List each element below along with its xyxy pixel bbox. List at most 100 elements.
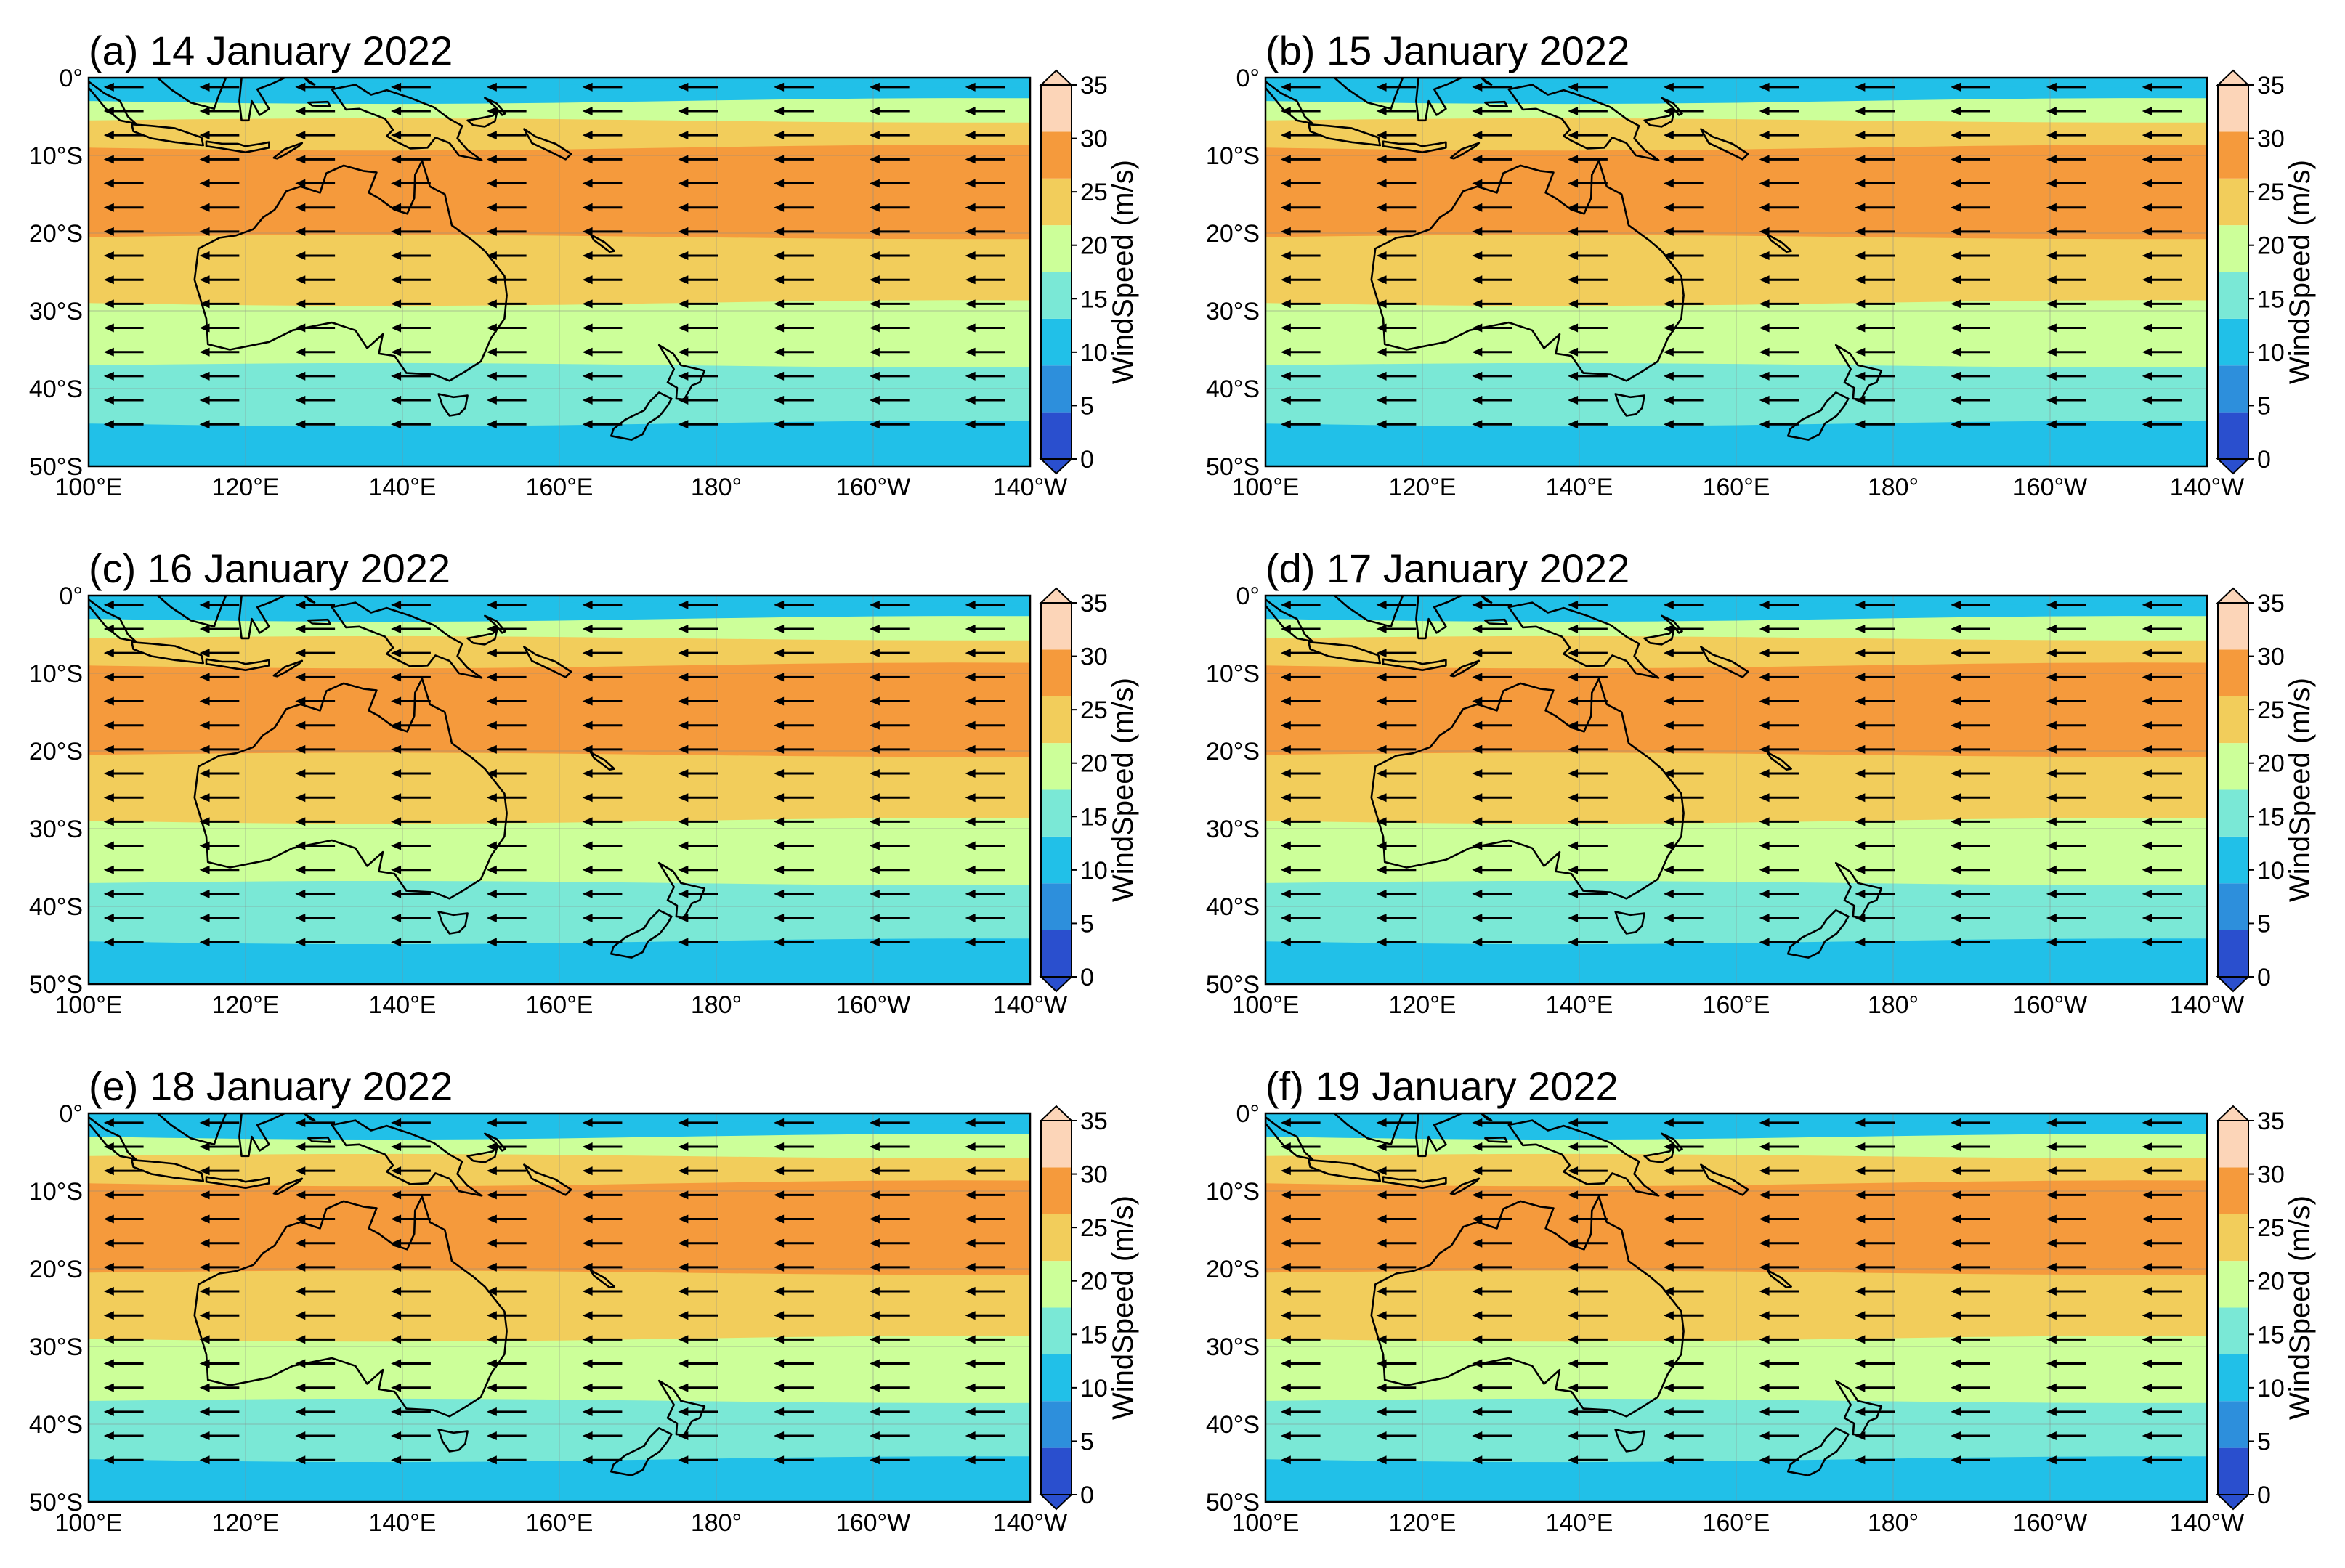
wind-arrow xyxy=(2142,275,2182,285)
arrow-head xyxy=(869,1455,880,1465)
arrow-head xyxy=(869,420,880,429)
arrow-head xyxy=(2046,889,2057,898)
arrow-head xyxy=(1951,744,1961,754)
timor-coastline xyxy=(272,142,304,160)
wind-arrow xyxy=(103,203,144,212)
wind-arrow xyxy=(199,600,240,609)
arrow-head xyxy=(1472,1359,1483,1368)
colorbar-tick-label: 0 xyxy=(2257,446,2271,474)
java-coastline xyxy=(131,123,205,147)
wind-arrow xyxy=(391,82,431,92)
wind-arrow xyxy=(1759,1455,1799,1465)
wind-arrow xyxy=(1951,227,1990,236)
wind-arrow xyxy=(1472,299,1512,309)
arrow-head xyxy=(1568,251,1579,261)
wind-arrow xyxy=(774,251,814,261)
wind-arrow xyxy=(1376,251,1417,261)
arrow-head xyxy=(869,1238,880,1248)
panel-title: (d) 17 January 2022 xyxy=(1265,545,1629,591)
wind-arrow xyxy=(199,203,240,212)
wind-arrow xyxy=(774,1455,814,1465)
wind-arrow xyxy=(1759,1166,1799,1176)
wind-arrow xyxy=(486,227,527,236)
arrow-head xyxy=(1280,744,1291,754)
wind-arrow xyxy=(1759,299,1799,309)
wind-arrow xyxy=(1472,82,1512,92)
colorbar-tick-label: 5 xyxy=(2257,910,2271,938)
wind-arrow xyxy=(1663,914,1704,923)
colorbar-extend-max xyxy=(1039,69,1074,86)
arrow-head xyxy=(1855,275,1866,285)
wind-arrow xyxy=(2142,720,2182,730)
halmahera-coastline xyxy=(303,596,316,604)
wind-arrow xyxy=(1951,1118,1990,1127)
colorbar-segment xyxy=(1041,789,1072,837)
arrow-head xyxy=(678,1262,689,1272)
x-tick-label: 160°E xyxy=(1702,1509,1770,1537)
arrow-head xyxy=(1663,1214,1674,1224)
wind-arrow xyxy=(2046,889,2086,898)
arrow-head xyxy=(582,1142,593,1152)
arrow-head xyxy=(1568,227,1579,236)
wind-arrow xyxy=(774,179,814,188)
wind-arrow xyxy=(2142,251,2182,261)
panel-title: (e) 18 January 2022 xyxy=(89,1063,453,1109)
wind-arrow xyxy=(2046,649,2086,658)
wind-arrow xyxy=(1855,1142,1895,1152)
arrow-head xyxy=(2046,625,2057,634)
wind-arrow xyxy=(295,299,336,309)
wind-arrow xyxy=(678,275,718,285)
arrow-head xyxy=(1280,1214,1291,1224)
wind-arrow xyxy=(965,420,1005,429)
wind-arrow xyxy=(1568,1142,1608,1152)
arrow-head xyxy=(391,1214,402,1224)
arrow-head xyxy=(1951,720,1961,730)
arrow-head xyxy=(391,299,402,309)
arrow-head xyxy=(1759,914,1770,923)
wind-arrow xyxy=(1472,420,1512,429)
arrow-head xyxy=(199,769,210,779)
arrow-head xyxy=(1280,347,1291,357)
wind-arrow xyxy=(2142,1214,2182,1224)
wind-arrow xyxy=(1472,1407,1512,1416)
arrow-head xyxy=(486,82,497,92)
wind-arrow xyxy=(1568,817,1608,826)
wind-arrow xyxy=(869,323,910,333)
colorbar-extend-min xyxy=(1039,458,1074,475)
wind-arrow xyxy=(486,1335,527,1344)
arrow-head xyxy=(1568,914,1579,923)
arrow-head xyxy=(678,1407,689,1416)
wind-arrow xyxy=(103,865,144,874)
wind-arrow xyxy=(1472,107,1512,116)
new-caledonia-coastline xyxy=(589,1269,615,1288)
map-frame xyxy=(1264,1112,2208,1503)
arrow-head xyxy=(103,227,114,236)
wind-arrow xyxy=(2046,371,2086,381)
wind-arrow xyxy=(869,914,910,923)
arrow-head xyxy=(1472,1190,1483,1200)
arrow-head xyxy=(1855,420,1866,429)
arrow-head xyxy=(1759,865,1770,874)
arrow-head xyxy=(1568,817,1579,826)
arrow-head xyxy=(965,396,976,405)
wind-arrow xyxy=(391,938,431,947)
wind-arrow xyxy=(1951,1214,1990,1224)
speed-band xyxy=(89,421,1030,466)
arrow-head xyxy=(774,744,785,754)
colorbar-tick-label: 25 xyxy=(1080,179,1108,206)
speed-band xyxy=(89,145,1030,242)
x-tick-label: 160°E xyxy=(1702,474,1770,501)
arrow-head xyxy=(2046,696,2057,706)
wind-arrow xyxy=(2142,155,2182,164)
wind-arrow xyxy=(774,1407,814,1416)
wind-arrow xyxy=(2142,1311,2182,1320)
wind-arrow xyxy=(965,720,1005,730)
arrow-head xyxy=(1951,251,1961,261)
wind-arrow xyxy=(1855,793,1895,803)
wind-arrow xyxy=(1568,155,1608,164)
arrow-head xyxy=(391,1407,402,1416)
wind-arrow xyxy=(391,1431,431,1441)
arrow-head xyxy=(965,817,976,826)
wind-arrow xyxy=(582,107,623,116)
x-tick-label: 100°E xyxy=(1231,474,1299,501)
